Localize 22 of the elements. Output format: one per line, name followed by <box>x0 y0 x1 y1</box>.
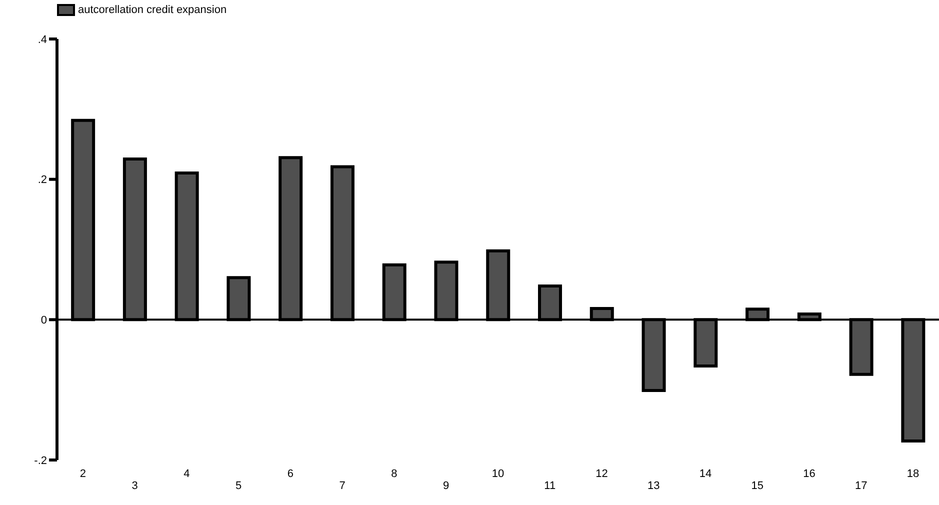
x-tick-label: 2 <box>80 468 86 480</box>
x-tick-label: 12 <box>596 468 608 480</box>
x-tick-label: 18 <box>906 468 920 480</box>
y-tick-label: 0 <box>40 314 47 327</box>
x-tick-label: 11 <box>544 480 556 492</box>
y-tick-label: -.2 <box>34 454 47 467</box>
x-tick-label: 16 <box>803 468 816 480</box>
x-tick-label: 13 <box>648 480 660 492</box>
x-tick-label: 8 <box>391 468 398 480</box>
x-tick-label: 14 <box>699 468 712 480</box>
x-tick-label: 10 <box>492 468 504 480</box>
y-tick-label: .2 <box>38 174 47 186</box>
y-tick-label: .4 <box>38 34 47 46</box>
x-tick-label: 4 <box>184 468 190 480</box>
x-tick-label: 5 <box>236 480 242 492</box>
x-tick-label: 3 <box>132 480 138 492</box>
x-tick-label: 6 <box>287 468 294 480</box>
x-tick-label: 7 <box>339 480 346 492</box>
legend-label: autcorellation credit expansion <box>78 4 227 16</box>
x-tick-label: 9 <box>443 480 450 492</box>
x-tick-label: 15 <box>751 480 764 492</box>
x-tick-label: 17 <box>855 480 868 492</box>
